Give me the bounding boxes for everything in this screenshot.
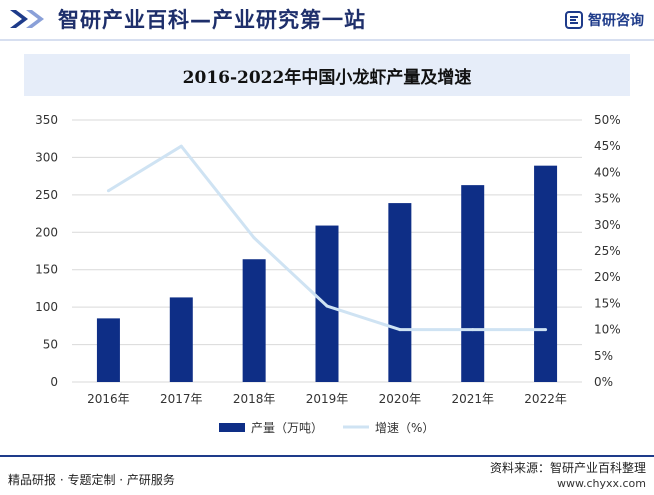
chart-title-box: 2016-2022年中国小龙虾产量及增速 bbox=[24, 54, 630, 96]
site-title: 智研产业百科—产业研究第一站 bbox=[58, 8, 366, 32]
y-left-tick-label: 0 bbox=[50, 375, 58, 389]
y-right-tick-label: 15% bbox=[594, 296, 621, 310]
footer: 精品研报 · 专题定制 · 产研服务 资料来源：智研产业百科整理 www.chy… bbox=[0, 455, 654, 495]
header-bar: 智研产业百科—产业研究第一站 智研咨询 bbox=[0, 0, 654, 41]
brand-logo: 智研咨询 bbox=[565, 10, 644, 30]
y-right-tick-label: 5% bbox=[594, 349, 613, 363]
chevron-arrows-icon bbox=[10, 10, 44, 28]
chart-canvas: 0 50 100 150 200 250 300 350 0% 5% 10% 15% 20% 25% 30%… bbox=[35, 113, 621, 435]
growth-point bbox=[252, 236, 256, 240]
y-left-tick-label: 200 bbox=[35, 225, 58, 239]
footer-tagline: 精品研报 · 专题定制 · 产研服务 bbox=[8, 473, 175, 487]
y-right-tick-label: 30% bbox=[594, 218, 621, 232]
growth-point bbox=[471, 328, 475, 332]
legend-label-growth: 增速（%） bbox=[375, 421, 434, 435]
x-tick-label: 2017年 bbox=[160, 392, 203, 406]
logo-text: 智研咨询 bbox=[588, 13, 644, 29]
chart-title: 2016-2022年中国小龙虾产量及增速 bbox=[182, 67, 472, 88]
bar bbox=[388, 203, 412, 382]
x-tick-label: 2018年 bbox=[233, 392, 276, 406]
y-left-tick-label: 100 bbox=[35, 300, 58, 314]
x-tick-label: 2019年 bbox=[306, 392, 349, 406]
bar bbox=[96, 318, 120, 382]
footer-url: www.chyxx.com bbox=[556, 477, 646, 490]
y-left-tick-label: 350 bbox=[35, 113, 58, 127]
y-right-tick-label: 25% bbox=[594, 244, 621, 258]
y-right-tick-label: 35% bbox=[594, 192, 621, 206]
bar bbox=[242, 259, 266, 382]
bar bbox=[534, 165, 558, 382]
bar bbox=[315, 225, 339, 382]
growth-point bbox=[398, 328, 402, 332]
bar bbox=[169, 297, 193, 382]
y-left-tick-label: 300 bbox=[35, 150, 58, 164]
x-tick-label: 2022年 bbox=[524, 392, 567, 406]
legend-swatch-bar bbox=[219, 423, 245, 432]
y-right-tick-label: 40% bbox=[594, 165, 621, 179]
footer-divider bbox=[0, 455, 654, 457]
x-tick-label: 2021年 bbox=[451, 392, 494, 406]
header-divider bbox=[0, 39, 654, 41]
y-right-tick-label: 10% bbox=[594, 323, 621, 337]
growth-point bbox=[179, 144, 183, 148]
x-tick-label: 2016年 bbox=[87, 392, 130, 406]
y-right-tick-label: 50% bbox=[594, 113, 621, 127]
growth-point bbox=[325, 304, 329, 308]
y-left-tick-label: 50 bbox=[43, 338, 58, 352]
y-left-tick-label: 250 bbox=[35, 188, 58, 202]
growth-point bbox=[106, 189, 110, 193]
x-tick-label: 2020年 bbox=[379, 392, 422, 406]
footer-source: 资料来源：智研产业百科整理 bbox=[489, 461, 646, 475]
y-right-tick-label: 45% bbox=[594, 139, 621, 153]
legend-label-production: 产量（万吨） bbox=[251, 421, 323, 435]
y-left-tick-label: 150 bbox=[35, 263, 58, 277]
y-right-tick-label: 20% bbox=[594, 270, 621, 284]
logo-icon bbox=[565, 11, 583, 29]
y-right-tick-label: 0% bbox=[594, 375, 613, 389]
growth-point bbox=[544, 328, 548, 332]
bar bbox=[461, 185, 485, 382]
